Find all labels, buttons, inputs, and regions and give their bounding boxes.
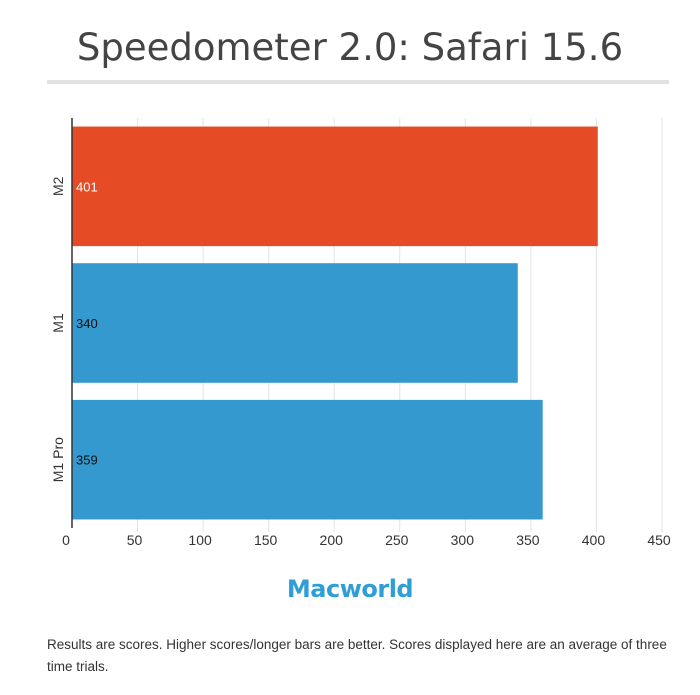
footnote: Results are scores. Higher scores/longer…	[47, 637, 667, 674]
data-labels: 401 340 359	[76, 179, 98, 467]
category-label: M1	[50, 313, 66, 333]
category-labels: M2 M1 M1 Pro	[50, 176, 66, 482]
bar-chart: 401 340 359 M2 M1 M1 Pro 0 50 100 150 200 250 300 3…	[50, 118, 671, 548]
bar-m1-pro	[72, 399, 543, 520]
x-tick-label: 450	[647, 532, 671, 548]
x-tick-label: 350	[516, 532, 540, 548]
x-axis-ticks: 0 50 100 150 200 250 300 350 400 450	[62, 532, 671, 548]
data-label: 359	[76, 453, 98, 468]
category-label: M2	[50, 176, 66, 196]
data-label: 401	[76, 179, 98, 194]
data-label: 340	[76, 316, 98, 331]
x-tick-label: 50	[127, 532, 143, 548]
x-tick-label: 150	[254, 532, 278, 548]
x-tick-label: 0	[62, 532, 70, 548]
x-tick-label: 300	[451, 532, 475, 548]
bar-m2	[72, 126, 598, 247]
bar-m1	[72, 263, 518, 383]
chart-title: Speedometer 2.0: Safari 15.6	[76, 26, 624, 69]
bars	[72, 126, 598, 520]
category-label: M1 Pro	[50, 437, 66, 482]
x-tick-label: 250	[385, 532, 409, 548]
title-divider	[47, 80, 669, 84]
x-tick-label: 200	[320, 532, 344, 548]
x-tick-label: 100	[188, 532, 212, 548]
x-tick-label: 400	[582, 532, 606, 548]
macworld-logo: Macworld	[286, 575, 414, 603]
